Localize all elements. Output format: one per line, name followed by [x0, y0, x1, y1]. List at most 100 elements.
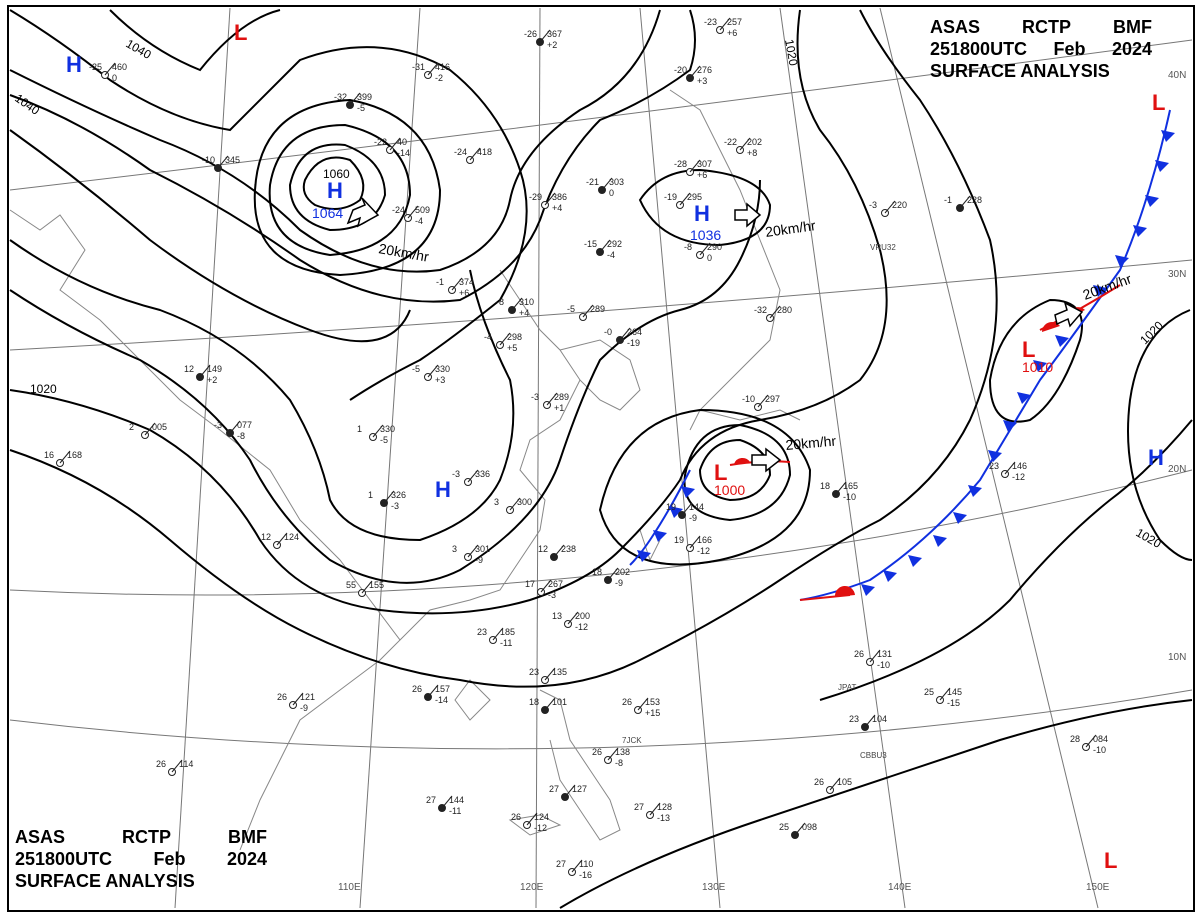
latitude-label: 20N: [1168, 464, 1186, 475]
station-pressure: 303: [609, 177, 624, 187]
station-tendency: -10: [877, 660, 890, 670]
station-pressure: 149: [207, 364, 222, 374]
header-month: Feb: [1053, 39, 1086, 59]
station-pressure: 110: [579, 859, 593, 869]
station-pressure: 104: [872, 714, 887, 724]
station-ids: VRU32 CBBU3 JPAT 7JCK: [622, 243, 896, 760]
latitude-label: 10N: [1168, 652, 1186, 663]
station-temperature: -21: [586, 177, 599, 187]
station-temperature: 23: [529, 667, 539, 677]
station-tendency: -5: [357, 103, 365, 113]
station-plot: -31 416-2: [412, 62, 450, 83]
station-temperature: -10: [742, 394, 755, 404]
station-plot: -0 264-19: [604, 327, 642, 348]
station-temperature: -3: [869, 200, 877, 210]
wind-barb: [407, 205, 419, 219]
station-plot: 26 157-14: [412, 684, 450, 705]
station-temperature: 27: [634, 802, 644, 812]
header-product: SURFACE ANALYSIS: [930, 61, 1110, 81]
station-pressure: 128: [657, 802, 672, 812]
station-temperature: 1: [368, 490, 373, 500]
wind-barb: [217, 155, 229, 169]
cold-front-triangle: [1033, 360, 1047, 372]
station-tendency: -4: [607, 250, 615, 260]
station-temperature: -19: [664, 192, 677, 202]
station-plot: -8 310+4: [496, 297, 534, 318]
wind-barb: [607, 747, 619, 761]
wind-barb: [292, 692, 304, 706]
header-product: SURFACE ANALYSIS: [15, 871, 195, 891]
station-temperature: 26: [156, 759, 166, 769]
station-plot: 18 202-9: [592, 567, 630, 588]
station-temperature: -24: [392, 205, 405, 215]
station-pressure: 098: [802, 822, 817, 832]
station-pressure: 124: [534, 812, 549, 822]
wind-barb: [467, 469, 479, 483]
station-tendency: +1: [554, 403, 564, 413]
station-plot: 18 101: [529, 697, 567, 714]
station-temperature: 16: [44, 450, 54, 460]
station-pressure: 276: [697, 65, 712, 75]
wind-barb: [699, 242, 711, 256]
wind-barb: [739, 137, 751, 151]
wind-barb: [599, 239, 611, 253]
station-tendency: +5: [507, 343, 517, 353]
station-pressure: 267: [548, 579, 563, 589]
wind-barb: [681, 502, 693, 516]
station-tendency: +6: [727, 28, 737, 38]
station-plot: 12 149+2: [184, 364, 222, 385]
station-plot: 3 300: [494, 497, 532, 514]
station-pressure: 290: [707, 242, 722, 252]
station-pressure: 460: [112, 62, 127, 72]
station-pressure: 300: [517, 497, 532, 507]
station-tendency: +4: [552, 203, 562, 213]
station-pressure: 121: [300, 692, 315, 702]
station-pressure: 157: [435, 684, 450, 694]
wind-barb: [361, 580, 373, 594]
station-pressure: 077: [237, 420, 252, 430]
wind-barb: [829, 777, 841, 791]
cold-front-triangle: [1133, 225, 1147, 237]
station-pressure: 220: [892, 200, 907, 210]
cold-front-triangle: [908, 555, 922, 567]
motion-arrow: [1054, 301, 1084, 328]
wind-barb: [553, 544, 565, 558]
station-temperature: -4: [484, 332, 492, 342]
wind-barb: [427, 364, 439, 378]
header-datetime: 251800UTC: [930, 39, 1028, 59]
wind-barb: [719, 17, 731, 31]
station-tendency: -12: [697, 546, 710, 556]
station-pressure: 105: [837, 777, 852, 787]
wind-barb: [601, 177, 613, 191]
low-pressure-symbol: L: [1104, 848, 1117, 873]
cold-front-triangle: [953, 512, 967, 524]
pressure-systems: H 1064 H 1036 L 1000 L 1010 H H H L L L: [66, 20, 1165, 873]
station-temperature: 12: [184, 364, 194, 374]
station-temperature: 18: [529, 697, 539, 707]
station-plot: 28 084-10: [1070, 734, 1108, 755]
header-code: BMF: [227, 827, 267, 847]
header-code: BMF: [1112, 17, 1152, 37]
station-temperature: -20: [674, 65, 687, 75]
station-temperature: 3: [494, 497, 499, 507]
station-plot: 12 124: [261, 532, 299, 549]
wind-barb: [959, 195, 971, 209]
motion-arrow: [734, 202, 762, 228]
wind-barb: [1085, 734, 1097, 748]
station-tendency: 0: [609, 188, 614, 198]
cold-front-triangle: [681, 486, 695, 498]
pressure-value: 1036: [690, 227, 721, 243]
station-tendency: -9: [300, 703, 308, 713]
station-pressure: 264: [627, 327, 642, 337]
station-temperature: 26: [511, 812, 521, 822]
station-temperature: -25: [89, 62, 102, 72]
station-plot: 25 145-15: [924, 687, 962, 708]
wind-barb: [467, 544, 479, 558]
station-tendency: +4: [519, 308, 529, 318]
header-month: Feb: [153, 849, 186, 869]
station-tendency: +2: [547, 40, 557, 50]
station-plot: -24 418: [454, 147, 492, 164]
wind-barb: [199, 364, 211, 378]
station-plot: 23 185-11: [477, 627, 515, 648]
